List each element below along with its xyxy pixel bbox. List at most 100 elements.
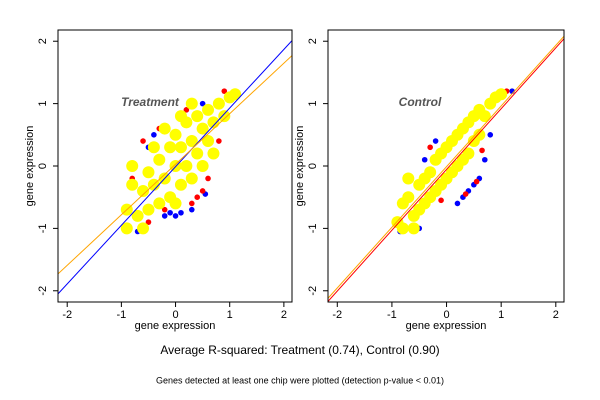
point <box>199 100 206 107</box>
point <box>196 122 209 135</box>
point <box>402 191 415 204</box>
point <box>196 160 209 172</box>
point <box>180 160 193 172</box>
point <box>188 200 195 207</box>
point <box>432 138 439 144</box>
y-axis-label: gene expression <box>294 126 306 207</box>
point <box>218 110 231 123</box>
point <box>126 178 139 191</box>
y-tick-label: 0 <box>37 163 49 169</box>
point <box>479 147 485 154</box>
x-tick-label: 2 <box>553 309 559 321</box>
x-tick-label: 0 <box>172 309 178 321</box>
point <box>462 191 469 197</box>
plot-area <box>58 40 292 295</box>
point <box>473 178 480 185</box>
point <box>153 153 166 166</box>
x-axis-label: gene expression <box>406 320 487 332</box>
y-tick-label: 1 <box>37 101 49 107</box>
point <box>212 97 225 110</box>
point <box>427 144 433 151</box>
point <box>407 222 420 235</box>
caption: Average R-squared: Treatment (0.74), Con… <box>160 343 439 357</box>
point <box>481 156 488 163</box>
panel-title: Control <box>399 95 442 109</box>
y-tick-label: -1 <box>37 223 49 233</box>
point <box>145 219 152 225</box>
point <box>169 197 182 210</box>
y-tick-label: -1 <box>307 223 319 233</box>
point <box>202 103 215 116</box>
point <box>174 178 187 191</box>
point <box>207 147 220 160</box>
point <box>421 156 428 163</box>
point <box>172 213 179 219</box>
point <box>140 138 146 144</box>
point <box>216 138 222 144</box>
x-tick-label: 0 <box>443 309 449 321</box>
panel-title: Treatment <box>121 95 180 109</box>
point <box>151 132 157 138</box>
point <box>462 147 475 160</box>
y-tick-label: 2 <box>37 38 49 44</box>
point <box>487 132 494 138</box>
point <box>164 141 177 154</box>
point <box>153 197 166 210</box>
y-tick-label: 2 <box>307 38 319 44</box>
point <box>147 141 160 154</box>
point <box>402 172 415 185</box>
fit-line <box>328 38 564 302</box>
point <box>161 206 168 213</box>
x-tick-label: 1 <box>498 309 504 321</box>
point <box>202 135 215 148</box>
point <box>194 194 201 200</box>
fit-line <box>58 55 292 275</box>
point <box>167 209 173 216</box>
x-tick-label: -1 <box>387 309 397 321</box>
point <box>185 97 198 110</box>
point <box>191 110 204 123</box>
x-tick-label: -1 <box>116 309 126 321</box>
frame <box>327 29 565 303</box>
point <box>142 166 155 179</box>
point <box>473 128 486 141</box>
point <box>158 122 171 135</box>
x-tick-label: -2 <box>332 309 342 321</box>
point <box>142 203 155 216</box>
point <box>185 135 198 148</box>
point <box>188 206 195 213</box>
point <box>199 188 206 194</box>
x-tick-label: -2 <box>62 309 72 321</box>
y-tick-label: 1 <box>307 101 319 107</box>
y-tick-label: -2 <box>37 286 49 296</box>
point <box>191 147 204 160</box>
point <box>185 172 198 185</box>
point <box>454 200 461 207</box>
point <box>229 88 242 101</box>
point <box>178 209 184 216</box>
point <box>205 175 211 182</box>
y-axis-label: gene expression <box>24 126 36 207</box>
fit-line <box>328 35 564 299</box>
footnote: Genes detected at least one chip were pl… <box>156 375 444 385</box>
x-axis-label: gene expression <box>135 320 216 332</box>
point <box>438 197 444 204</box>
point <box>131 209 144 222</box>
point <box>137 222 150 235</box>
point <box>169 128 182 141</box>
point <box>495 88 508 101</box>
point <box>478 110 491 123</box>
point <box>174 141 187 154</box>
x-tick-label: 2 <box>281 309 287 321</box>
fit-line <box>58 40 292 295</box>
point <box>424 166 437 179</box>
y-tick-label: -2 <box>307 286 319 296</box>
point <box>174 110 187 123</box>
plot-area <box>328 35 564 302</box>
point <box>221 88 228 94</box>
y-tick-label: 0 <box>307 163 319 169</box>
point <box>396 222 409 235</box>
point <box>120 222 133 235</box>
point <box>183 107 190 113</box>
point <box>137 184 150 197</box>
